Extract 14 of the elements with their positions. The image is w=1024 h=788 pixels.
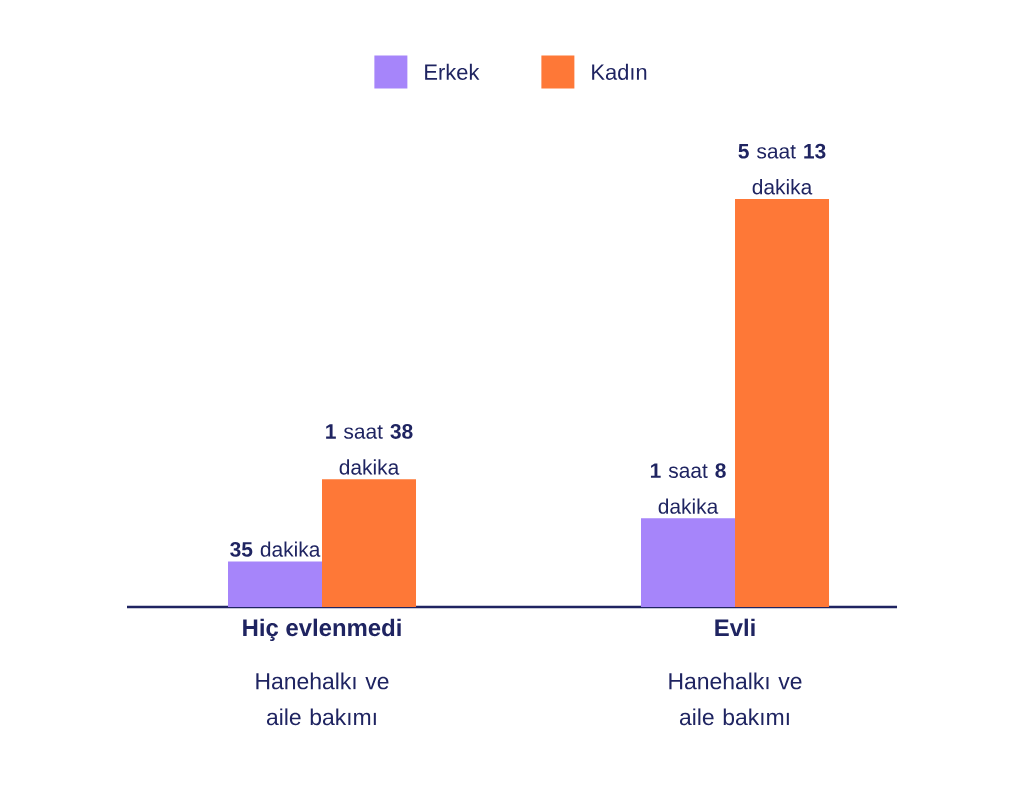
bar	[735, 199, 830, 607]
data-label: 1 saat 38 dakika	[326, 424, 413, 475]
data-label: 1 saat 8 dakika	[650, 463, 726, 514]
legend-label: Kadın	[592, 63, 647, 80]
data-label: 5 saat 13 dakika	[738, 143, 826, 195]
bar	[641, 518, 736, 607]
bar	[228, 561, 322, 607]
data-label: 35 dakika	[230, 541, 321, 557]
text: Hanehalkı ve aile bakımı	[256, 672, 389, 726]
x-tick-label: Evli	[715, 618, 755, 636]
text: Hanehalkı ve aile bakımı	[669, 672, 802, 726]
bar	[322, 479, 417, 607]
legend-label: Erkek	[425, 63, 480, 80]
x-tick-label: Hiç evlenmedi	[243, 618, 401, 641]
